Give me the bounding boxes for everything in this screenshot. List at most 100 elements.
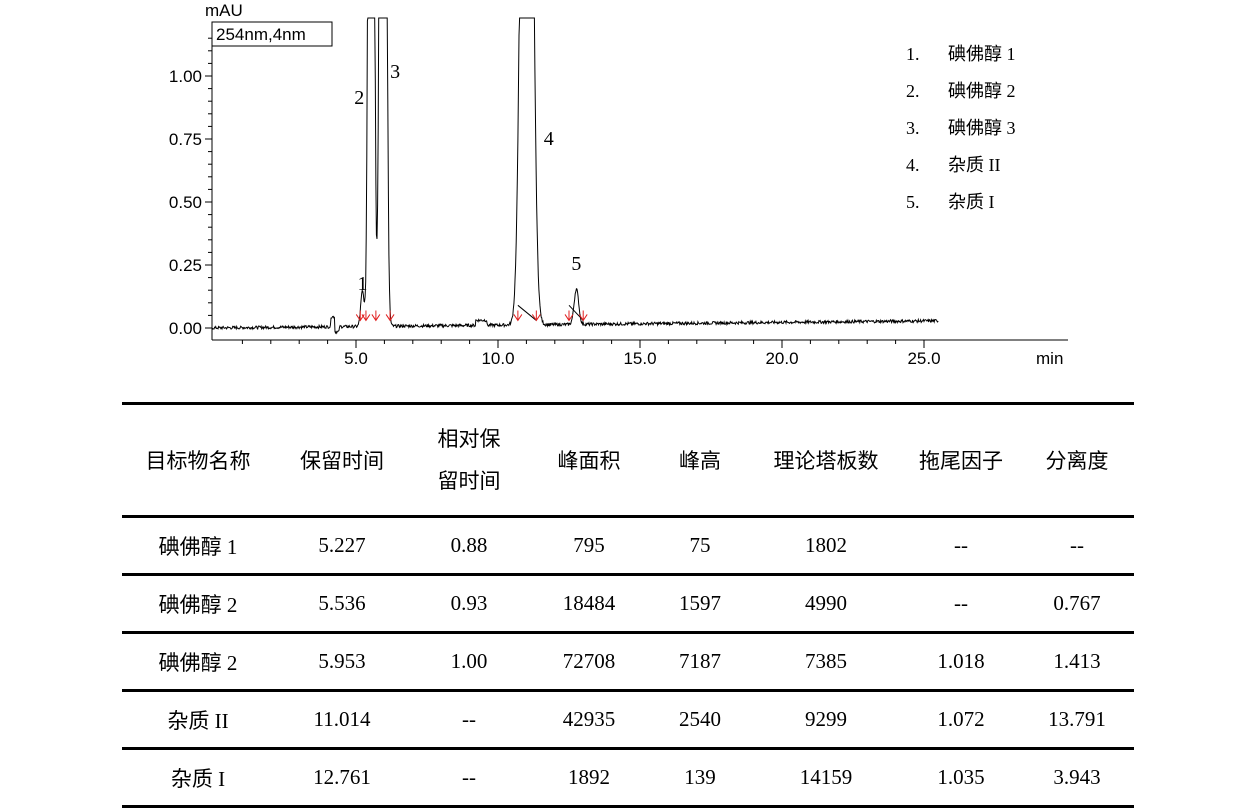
peak-marker (531, 310, 541, 322)
legend-number: 3. (906, 118, 920, 138)
peak-marker (371, 310, 381, 322)
table-cell: 72708 (528, 632, 650, 692)
table-cell: -- (410, 690, 528, 750)
table-cell: 1.018 (902, 632, 1020, 692)
legend-number: 1. (906, 44, 920, 64)
chromatogram-chart: mAU 254nm,4nm min 0.00 0.25 0.50 0.75 1.00 5… (169, 1, 1068, 368)
table-row: 杂质 I 12.761 -- 1892 139 14159 1.035 3.943 (122, 748, 1134, 808)
legend-number: 4. (906, 155, 920, 175)
table-cell: 75 (650, 516, 750, 576)
table-cell: 碘佛醇 2 (122, 574, 274, 634)
table-row: 碘佛醇 2 5.953 1.00 72708 7187 7385 1.018 1.413 (122, 632, 1134, 692)
x-tick-label: 15.0 (623, 349, 656, 368)
peak-marker (385, 310, 395, 322)
y-tick-label: 0.50 (169, 193, 202, 212)
header-resolution: 分离度 (1020, 402, 1134, 518)
table-cell: 碘佛醇 1 (122, 516, 274, 576)
table-cell: -- (902, 516, 1020, 576)
x-ticks: 5.0 10.0 15.0 20.0 25.0 (241, 340, 941, 368)
peak-marker (564, 310, 574, 322)
table-header-row: 目标物名称 保留时间 相对保留时间 峰面积 峰高 理论塔板数 拖尾因子 分离度 (122, 402, 1134, 518)
table-row: 碘佛醇 2 5.536 0.93 18484 1597 4990 -- 0.767 (122, 574, 1134, 634)
legend-entry: 碘佛醇 3 (948, 118, 1016, 138)
baseline-segment (517, 304, 537, 321)
table-cell: 1597 (650, 574, 750, 634)
header-rrt-line2: 留时间 (437, 469, 501, 493)
table-row: 杂质 II 11.014 -- 42935 2540 9299 1.072 13.791 (122, 690, 1134, 750)
results-table: 目标物名称 保留时间 相对保 留时间 峰面积 峰高 理论塔板数 拖尾因子 分离度 … (122, 402, 1134, 808)
legend-entry: 杂质 II (948, 155, 1001, 175)
header-peak-area: 峰面积 (528, 402, 650, 518)
x-tick-label: 5.0 (344, 349, 368, 368)
legend: 1. 碘佛醇 1 2. 碘佛醇 2 3. 碘佛醇 3 4. 杂质 II 5. 杂质 I (906, 44, 1016, 212)
table-cell: 3.943 (1020, 748, 1134, 808)
peak-label: 4 (544, 128, 554, 150)
table-cell: 1802 (750, 516, 902, 576)
table-cell: 1.072 (902, 690, 1020, 750)
x-tick-label: 25.0 (907, 349, 940, 368)
peak-label: 1 (357, 273, 367, 295)
table-cell: 7187 (650, 632, 750, 692)
table-cell: 13.791 (1020, 690, 1134, 750)
table-cell: 9299 (750, 690, 902, 750)
peak-marker (361, 310, 371, 322)
x-tick-label: 20.0 (765, 349, 798, 368)
table-cell: 0.93 (410, 574, 528, 634)
header-peak-height: 峰高 (650, 402, 750, 518)
y-ticks: 0.00 0.25 0.50 0.75 1.00 (169, 37, 212, 338)
y-axis-unit: mAU (205, 1, 243, 20)
table-cell: 18484 (528, 574, 650, 634)
table-cell: 5.536 (274, 574, 410, 634)
y-tick-label: 1.00 (169, 67, 202, 86)
table-cell: 12.761 (274, 748, 410, 808)
table-cell: 139 (650, 748, 750, 808)
header-retention-time: 保留时间 (274, 402, 410, 518)
legend-entry: 杂质 I (948, 192, 995, 212)
y-tick-label: 0.75 (169, 130, 202, 149)
header-tailing-factor: 拖尾因子 (902, 402, 1020, 518)
peak-labels: 1 2 3 4 5 (354, 61, 581, 295)
table-cell: 14159 (750, 748, 902, 808)
table-cell: 0.88 (410, 516, 528, 576)
header-rrt-line1: 相对保 (437, 427, 501, 451)
peak-label: 2 (354, 87, 364, 109)
table-cell: -- (1020, 516, 1134, 576)
header-target-name: 目标物名称 (122, 402, 274, 518)
peak-label: 5 (571, 253, 581, 275)
table-cell: 0.767 (1020, 574, 1134, 634)
table-cell: 11.014 (274, 690, 410, 750)
table-row: 碘佛醇 1 5.227 0.88 795 75 1802 -- -- (122, 516, 1134, 576)
peak-label: 3 (390, 61, 400, 83)
table-cell: 7385 (750, 632, 902, 692)
table-cell: 42935 (528, 690, 650, 750)
y-tick-label: 0.00 (169, 319, 202, 338)
x-tick-label: 10.0 (481, 349, 514, 368)
table-cell: 碘佛醇 2 (122, 632, 274, 692)
table-cell: 杂质 II (122, 690, 274, 750)
baseline-segment (568, 304, 584, 321)
table-cell: 5.227 (274, 516, 410, 576)
y-tick-label: 0.25 (169, 256, 202, 275)
legend-entry: 碘佛醇 1 (948, 44, 1016, 64)
legend-number: 2. (906, 81, 920, 101)
table-cell: 795 (528, 516, 650, 576)
legend-entry: 碘佛醇 2 (948, 81, 1016, 101)
integration-markers (355, 304, 588, 322)
legend-number: 5. (906, 192, 920, 212)
table-cell: -- (902, 574, 1020, 634)
peak-marker (578, 310, 588, 322)
header-theoretical-plates: 理论塔板数 (750, 402, 902, 518)
table-cell: 杂质 I (122, 748, 274, 808)
table-cell: 4990 (750, 574, 902, 634)
chromatogram-trace (211, 17, 939, 335)
table-cell: 1.035 (902, 748, 1020, 808)
x-axis-unit: min (1036, 349, 1063, 368)
peak-marker (513, 310, 523, 322)
table-cell: 2540 (650, 690, 750, 750)
table-cell: 5.953 (274, 632, 410, 692)
header-relative-retention-time: 相对保 留时间 (410, 402, 528, 518)
table-cell: -- (410, 748, 528, 808)
table-cell: 1.00 (410, 632, 528, 692)
detector-label: 254nm,4nm (216, 25, 306, 44)
table-cell: 1.413 (1020, 632, 1134, 692)
